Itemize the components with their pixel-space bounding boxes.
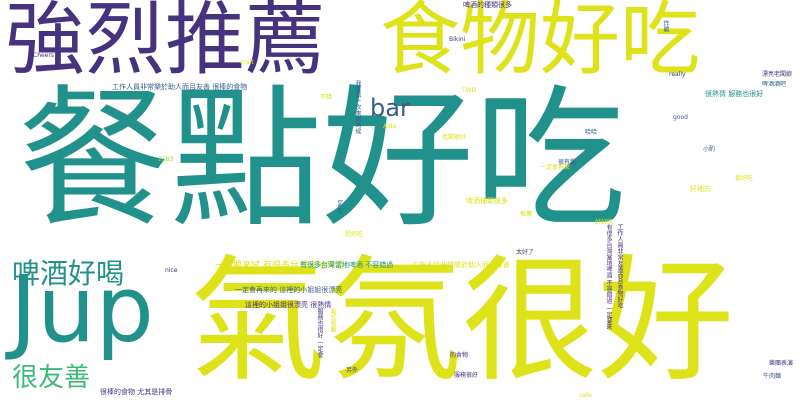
word-1: 餐點好吃 [18,71,626,248]
word-42: 小酌 [703,146,716,153]
word-4: 食物好吃 [380,0,700,86]
word-7: 很友善 [12,363,91,393]
word-12: 工作人員非常樂於助人而且友善 [412,261,510,269]
word-45: 推薦 [520,211,533,218]
word-47: Cheers [33,52,54,59]
word-22: 啤酒種類很多 [466,197,508,205]
word-26: good [673,114,688,121]
word-19: Aida [383,123,397,130]
word-37: beer [336,200,343,214]
word-25: 哈哈 [585,129,598,136]
word-54: 炸雞 [662,20,669,32]
word-3: 強烈推薦 [5,0,325,86]
word-41: 很有趣 [558,159,577,166]
word-28: 好地方 [690,185,711,193]
word-31: 太好了 [516,249,535,256]
word-46: 2183 [158,156,174,163]
word-11: 工作人員非常樂於助人而且友善 很棒的食物 [112,83,248,91]
word-40: 樂團表演 [769,360,794,367]
word-34: 另外 [346,367,359,374]
word-14: 這裡的小姐姐很漂亮 很熱情 [245,301,332,309]
word-17: Bikini [449,36,466,43]
word-49: 有很多台灣當地啤酒 不容錯過 一定要來 [605,224,612,330]
word-44: 超好吃 [345,231,364,238]
word-29: 很好吃 [735,175,754,182]
word-13: 很棒的食物 尤其是排骨 [100,388,173,396]
word-35: 的食物 [450,352,469,359]
word-10: 有很多台灣當地啤酒 不容錯過 [300,261,394,269]
word-32: 好好吃 [595,219,614,226]
word-21: 很熱情 服務也很好 [705,90,764,98]
word-6: 啤酒好喝 [12,257,125,290]
word-53: 服務也很好 一定會 [316,308,323,358]
word-27: really [669,71,686,78]
word-24: 啤酒酒吧 [762,81,787,88]
word-33: 一定會再來 [540,164,571,171]
word-30: 老闆很好 [442,134,467,141]
word-50: 工作人員非常友善而且食物好吃 [616,224,623,308]
word-16: 啤酒的種類很多 [463,1,512,9]
word-36: cafe [579,392,592,399]
word-18: craft [240,59,254,66]
word-38: 服務很好 [454,372,479,379]
word-15: 一定會再來的 這裡的小姐姐很漂亮 [235,286,343,294]
word-39: 牛肉麵 [763,373,782,380]
word-43: 不錯 [320,94,333,101]
word-48: nice [165,267,178,274]
word-5: Jup [10,256,154,363]
word-9: 一定要來試 有很多台灣當地啤酒 [215,261,344,271]
word-52: 美式餐廳 [329,308,336,332]
word-20: TWD [462,87,477,94]
word-23: 漂亮老闆娘 [762,71,793,78]
word-8: bar [370,94,410,122]
word-2: 氣氛很好 [190,243,734,400]
word-51: 我是第一次來的時候 [354,80,361,134]
